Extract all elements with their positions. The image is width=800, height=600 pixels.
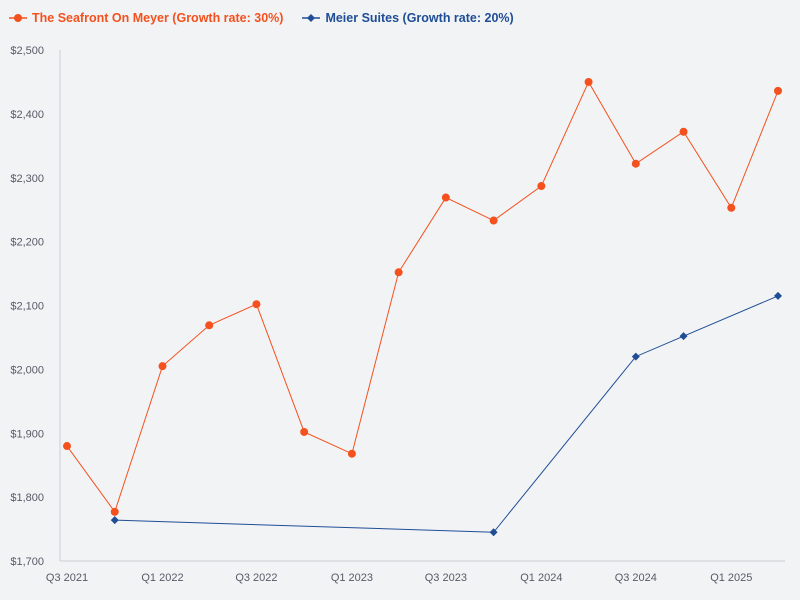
x-tick-label: Q1 2022 — [141, 572, 183, 584]
data-point-marker — [631, 352, 640, 361]
circle-marker-icon — [9, 14, 27, 22]
data-point-marker — [679, 127, 688, 136]
data-point-marker — [489, 528, 498, 537]
data-point-marker — [110, 507, 119, 516]
data-point-marker — [394, 268, 403, 277]
x-tick-label: Q3 2024 — [615, 572, 657, 584]
y-tick-label: $2,300 — [10, 173, 44, 185]
x-tick-label: Q1 2024 — [520, 572, 562, 584]
y-tick-label: $1,900 — [10, 428, 44, 440]
x-tick-label: Q3 2023 — [425, 572, 467, 584]
data-point-marker — [205, 321, 214, 330]
legend: The Seafront On Meyer (Growth rate: 30%)… — [8, 8, 514, 28]
legend-label-seafront: The Seafront On Meyer (Growth rate: 30%) — [32, 11, 284, 25]
y-tick-label: $2,500 — [10, 45, 44, 57]
data-point-marker — [441, 193, 450, 202]
data-point-marker — [252, 300, 261, 309]
y-tick-label: $1,800 — [10, 492, 44, 504]
data-point-marker — [158, 362, 167, 371]
data-point-marker — [584, 77, 593, 86]
data-point-marker — [489, 216, 498, 225]
y-tick-label: $2,000 — [10, 364, 44, 376]
data-point-marker — [347, 449, 356, 458]
y-tick-label: $2,200 — [10, 237, 44, 249]
series-line-0 — [66, 80, 779, 513]
data-point-marker — [727, 203, 736, 212]
legend-item-meier[interactable]: Meier Suites (Growth rate: 20%) — [301, 11, 514, 25]
data-point-marker — [774, 291, 782, 300]
x-tick-label: Q1 2023 — [331, 572, 373, 584]
data-point-marker — [679, 332, 688, 341]
x-tick-label: Q1 2025 — [710, 572, 752, 584]
x-tick-label: Q3 2022 — [235, 572, 277, 584]
data-point-marker — [631, 159, 640, 168]
data-point-marker — [774, 86, 782, 95]
data-point-marker — [110, 516, 119, 525]
y-tick-label: $1,700 — [10, 556, 44, 568]
legend-item-seafront[interactable]: The Seafront On Meyer (Growth rate: 30%) — [8, 11, 283, 25]
data-point-marker — [300, 427, 309, 436]
data-point-marker — [63, 442, 71, 451]
y-tick-label: $2,400 — [10, 109, 44, 121]
y-tick-label: $2,100 — [10, 301, 44, 313]
data-point-marker — [537, 182, 546, 191]
series-line-1 — [114, 295, 779, 533]
diamond-marker-icon — [302, 14, 321, 22]
legend-label-meier: Meier Suites (Growth rate: 20%) — [325, 11, 514, 25]
x-tick-label: Q3 2021 — [46, 572, 88, 584]
